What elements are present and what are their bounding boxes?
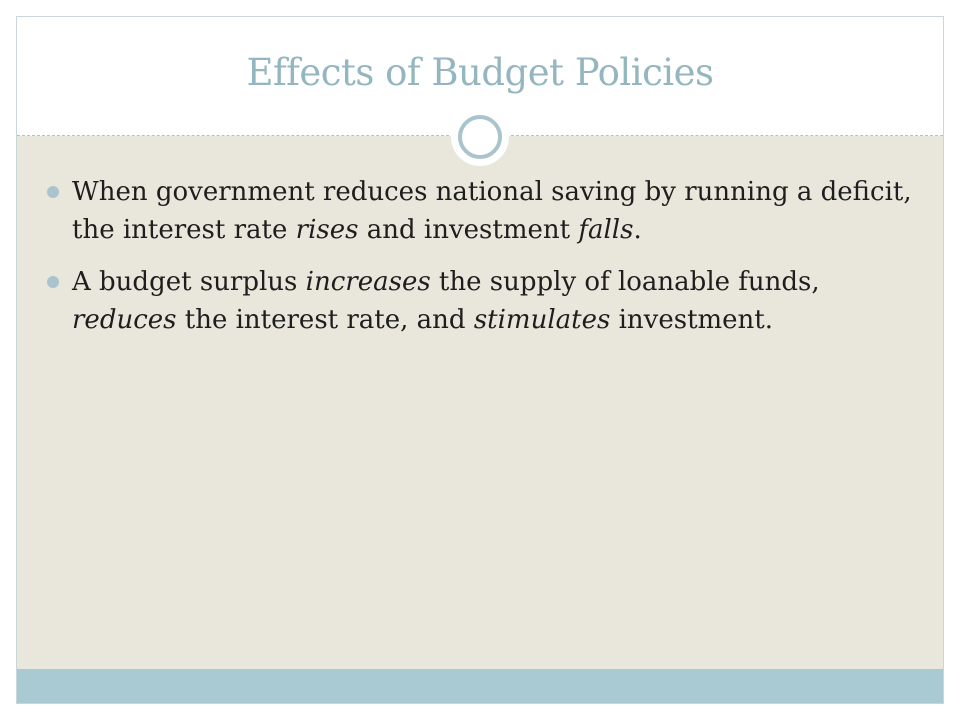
text-segment: .	[633, 215, 642, 245]
text-segment: investment.	[610, 305, 774, 335]
ring-ornament-icon	[451, 108, 509, 166]
text-segment-emphasis: rises	[295, 215, 359, 245]
text-segment-emphasis: increases	[305, 267, 431, 297]
bullet-dot-icon	[47, 276, 59, 288]
bullet-dot-icon	[47, 186, 59, 198]
text-segment-emphasis: stimulates	[473, 305, 611, 335]
bullet-item: A budget surplus increases the supply of…	[47, 263, 917, 339]
text-segment: A budget surplus	[72, 267, 306, 297]
text-segment-emphasis: falls	[578, 215, 634, 245]
text-segment: When government reduces national saving …	[72, 177, 912, 245]
slide-content: When government reduces national saving …	[47, 173, 917, 353]
bullet-text: When government reduces national saving …	[72, 177, 912, 245]
text-segment-emphasis: reduces	[72, 305, 177, 335]
text-segment: the interest rate, and	[176, 305, 474, 335]
footer-bar	[17, 669, 943, 703]
text-segment: and investment	[358, 215, 579, 245]
bullet-item: When government reduces national saving …	[47, 173, 917, 249]
slide: Effects of Budget Policies When governme…	[16, 16, 944, 704]
bullet-list: When government reduces national saving …	[47, 173, 917, 339]
text-segment: the supply of loanable funds,	[430, 267, 820, 297]
bullet-text: A budget surplus increases the supply of…	[72, 267, 820, 335]
slide-title: Effects of Budget Policies	[246, 51, 714, 94]
